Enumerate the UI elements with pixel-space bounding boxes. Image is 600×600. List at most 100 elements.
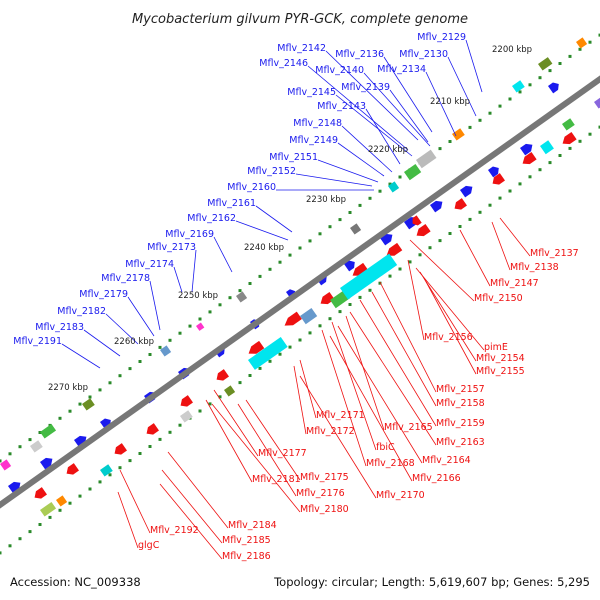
label-leader-line [409,239,475,302]
tick-dot [198,317,202,321]
gene-label: Mflv_2138 [510,262,559,273]
label-leader-line [83,329,121,357]
tick-dot [48,515,52,519]
rna-feature [248,337,288,370]
label-leader-line [349,311,437,446]
tick-dot [178,331,182,335]
label-leader-line [117,491,139,549]
tick-dot [128,367,132,371]
kbp-tick-label: 2230 kbp [306,195,346,205]
rna-feature [82,398,95,411]
tick-dot [188,324,192,328]
tick-dot [108,473,112,477]
gene-label: Mflv_2179 [79,289,128,300]
map-title: Mycobacterium gilvum PYR-GCK, complete g… [132,12,468,27]
tick-dot [498,104,502,108]
tick-dot [8,452,12,456]
gene-label: Mflv_2161 [207,198,256,209]
label-leader-line [419,271,477,362]
tick-dot [378,189,382,193]
tick-dot [118,374,122,378]
tick-dot [88,395,92,399]
rna-feature [594,97,600,109]
kbp-tick-label: 2260 kbp [114,337,154,347]
tick-dot [248,374,252,377]
tick-dot [18,537,22,541]
rna-feature [39,501,57,517]
tick-dot [288,253,292,257]
tick-dot [538,168,542,172]
gene-label: Mflv_2183 [35,322,84,333]
tick-dot [488,111,492,115]
gene-label: Mflv_2175 [300,472,349,483]
gene-label: Mflv_2140 [315,65,364,76]
reverse-gene-labels: Mflv_2137 Mflv_2138 Mflv_2147 Mflv_2150 Mflv… [138,248,579,562]
label-leader-line [295,173,373,187]
label-leader-line [325,50,419,141]
label-leader-line [337,325,423,464]
tick-dot [508,97,512,101]
tick-dot [208,402,212,406]
gene-label: Mflv_2176 [296,488,345,499]
tick-dot [448,232,452,235]
gene-label: Mflv_2184 [228,520,277,531]
tick-dot [138,452,142,455]
tick-dot [368,196,372,200]
label-leader-line [371,291,437,407]
label-leader-line [149,280,161,331]
gene-label: Mflv_2166 [412,473,461,484]
tick-dot [248,282,252,285]
tick-dot [268,267,272,271]
label-leader-line [345,315,385,431]
gene-arrow [146,423,159,435]
gene-label: fbiC [376,442,395,453]
tick-dot [578,139,582,143]
label-leader-line [211,403,301,513]
tick-dot [388,274,392,278]
label-leader-line [307,65,409,151]
tick-dot [238,289,242,293]
tick-dot [98,388,102,392]
gene-label: Mflv_2150 [474,293,523,304]
label-leader-line [167,451,229,529]
tick-dot [28,530,32,534]
gene-label: Mflv_2185 [222,535,271,546]
tick-dot [468,125,472,129]
gene-arrow [34,487,47,499]
gene-label: Mflv_2170 [376,490,425,501]
gene-arrow [380,233,393,246]
rna-feature [575,37,588,49]
tick-dot [338,310,342,314]
label-leader-line [293,365,307,435]
tick-dot [458,225,462,228]
gene-arrow [8,481,21,494]
gene-label: Mflv_2154 [476,353,525,364]
label-leader-line [407,259,425,341]
label-leader-line [415,267,485,351]
label-leader-line [191,249,197,293]
label-leader-line [127,296,155,337]
gene-arrow [522,151,537,165]
gene-label: Mflv_2192 [150,525,199,536]
tick-dot [528,175,532,179]
tick-dot [68,501,72,505]
tick-dot [468,217,472,221]
rna-feature [540,140,554,155]
tick-dot [408,260,412,264]
tick-dot [438,147,442,151]
gene-label: Mflv_2155 [476,366,525,377]
label-leader-line [119,469,151,534]
label-leader-line [159,483,223,560]
gene-label: Mflv_2168 [366,458,415,469]
rna-feature [299,307,318,325]
tick-dot [568,146,572,150]
kbp-tick-label: 2270 kbp [48,383,88,393]
gene-label: Mflv_2171 [316,410,365,421]
kbp-tick-label: 2240 kbp [244,243,284,253]
rna-feature [29,440,43,453]
tick-dot [378,281,382,285]
kbp-tick-label: 2220 kbp [368,145,408,155]
tick-dot [298,246,302,250]
tick-dot [488,203,492,207]
tick-dot [548,69,552,73]
